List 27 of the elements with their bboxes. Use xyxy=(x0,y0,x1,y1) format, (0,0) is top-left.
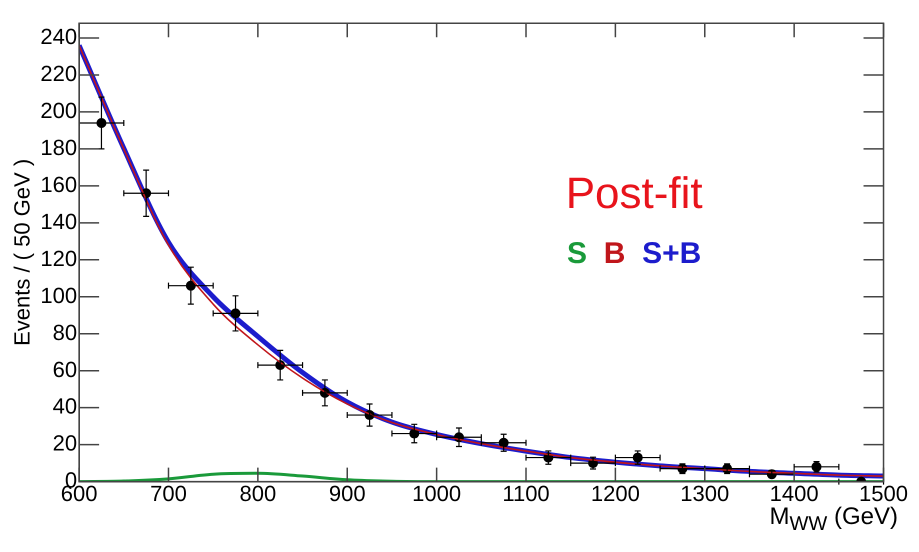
x-tick-label: 1000 xyxy=(412,480,462,506)
y-tick-label: 100 xyxy=(40,282,78,308)
x-axis-title: M$_{WW}$ (GeV) xyxy=(770,503,898,535)
y-tick-label: 160 xyxy=(40,172,78,197)
x-tick-label: 1100 xyxy=(502,480,550,506)
y-tick-label: 40 xyxy=(52,394,78,419)
y-tick-label: 20 xyxy=(52,430,78,456)
x-tick-label: 1200 xyxy=(590,480,640,506)
y-tick-label: 220 xyxy=(40,61,78,86)
text: S xyxy=(567,237,588,270)
y-axis-title: Events / ( 50 GeV ) xyxy=(9,158,34,346)
y-tick-label: 80 xyxy=(52,320,78,345)
x-tick-label: 1400 xyxy=(770,480,819,506)
y-tick-label: 60 xyxy=(52,356,78,382)
x-tick-label: 700 xyxy=(150,480,187,506)
x-tick-label: 800 xyxy=(240,480,276,506)
text: B xyxy=(604,237,626,270)
y-tick-label: 240 xyxy=(40,24,78,50)
y-tick-label: 140 xyxy=(40,208,78,234)
y-tick-label: 200 xyxy=(40,98,78,123)
annotation: Post-fit xyxy=(566,169,703,218)
x-tick-label: 1300 xyxy=(680,480,730,506)
x-tick-label: 900 xyxy=(328,480,366,506)
y-tick-label: 120 xyxy=(40,246,78,271)
text: S+B xyxy=(642,237,702,270)
y-tick-label: 180 xyxy=(40,134,78,160)
x-tick-label: 1500 xyxy=(859,480,908,506)
